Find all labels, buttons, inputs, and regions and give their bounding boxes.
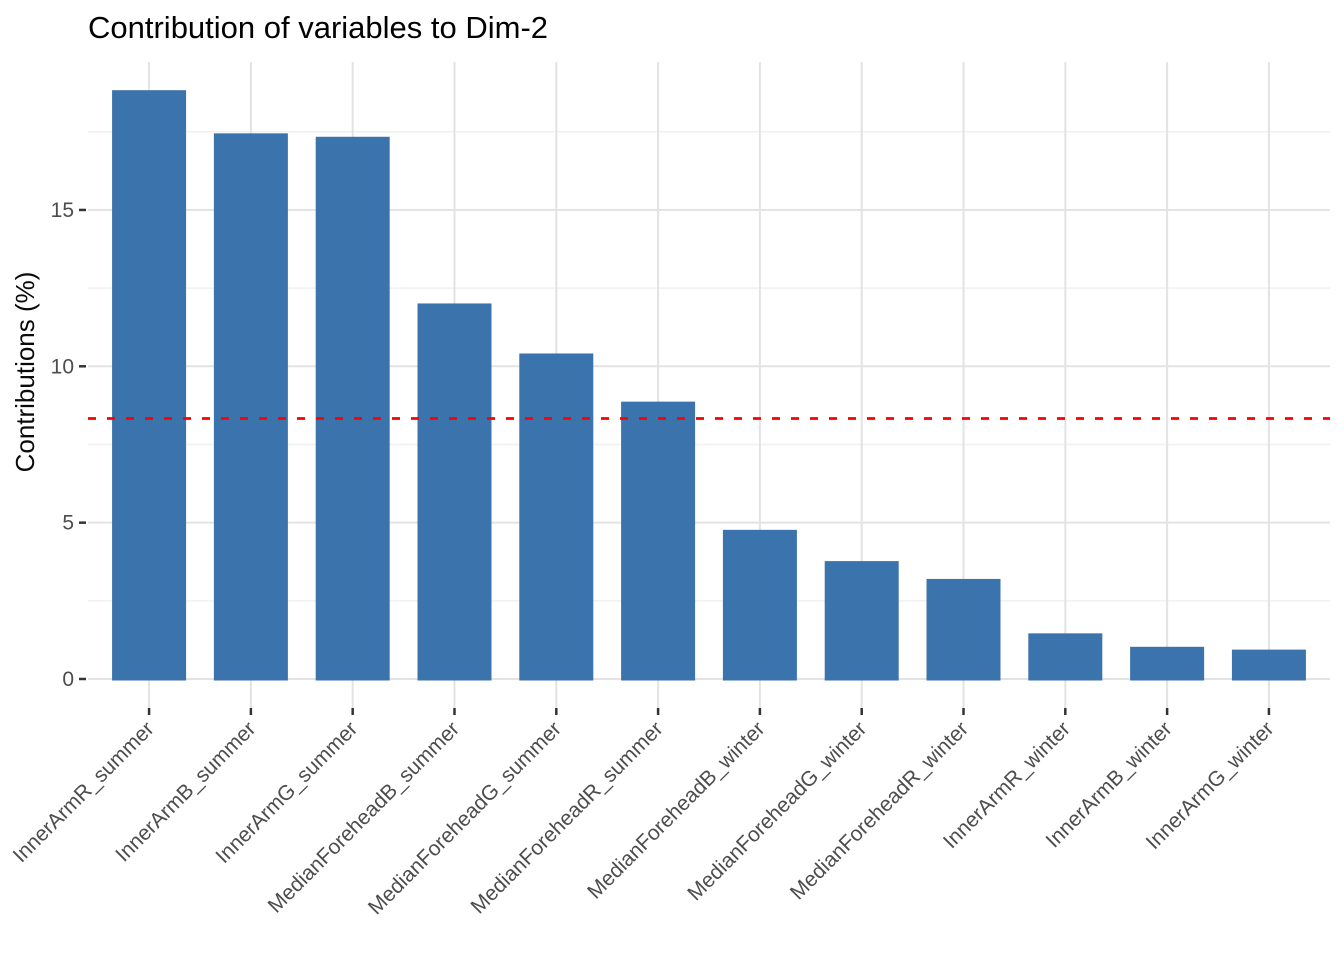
bar-InnerArmG_winter — [1231, 649, 1306, 681]
bar-MedianForeheadB_winter — [722, 529, 797, 681]
bar-MedianForeheadG_winter — [824, 561, 899, 681]
bar-InnerArmR_summer — [112, 90, 187, 681]
bar-InnerArmB_summer — [213, 133, 288, 681]
x-tick-label-MedianForeheadG_winter: MedianForeheadG_winter — [683, 717, 871, 905]
bar-MedianForeheadR_summer — [621, 401, 696, 681]
y-tick-label: 0 — [62, 668, 74, 691]
x-tick-label-MedianForeheadB_summer: MedianForeheadB_summer — [264, 717, 464, 917]
x-tick-label-MedianForeheadG_summer: MedianForeheadG_summer — [364, 717, 566, 919]
bars-layer — [112, 90, 1306, 681]
bar-InnerArmR_winter — [1028, 633, 1103, 681]
y-tick-label: 5 — [62, 512, 74, 535]
bar-MedianForeheadR_winter — [926, 578, 1001, 681]
x-tick-label-MedianForeheadR_summer: MedianForeheadR_summer — [466, 717, 667, 918]
x-tick-label-MedianForeheadB_winter: MedianForeheadB_winter — [583, 717, 769, 903]
grid-minor-layer — [88, 131, 1330, 602]
bar-InnerArmG_summer — [315, 136, 390, 681]
y-axis-title: Contributions (%) — [10, 272, 40, 473]
y-tick-label: 10 — [51, 355, 74, 378]
x-tick-label-MedianForeheadR_winter: MedianForeheadR_winter — [786, 717, 973, 904]
y-tick-label: 15 — [51, 199, 74, 222]
chart-title: Contribution of variables to Dim-2 — [88, 10, 548, 45]
bar-MedianForeheadB_summer — [417, 303, 492, 681]
bar-InnerArmB_winter — [1130, 646, 1205, 681]
bar-MedianForeheadG_summer — [519, 353, 594, 681]
